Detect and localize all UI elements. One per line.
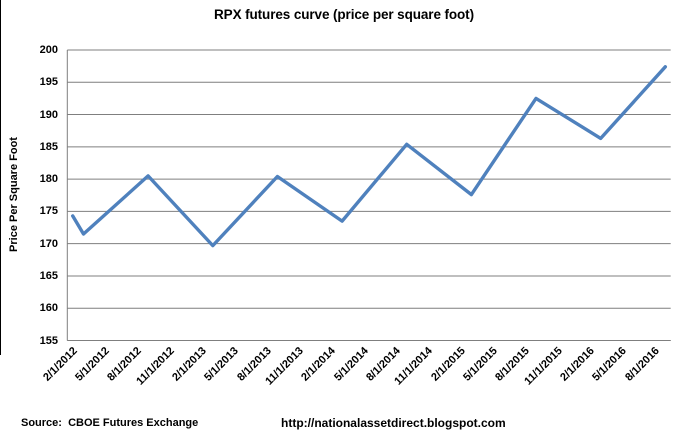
y-tick-label: 160 [39,302,58,315]
futures-curve-line [70,65,667,248]
y-tick-label: 170 [39,237,58,250]
y-tick-label: 190 [39,108,58,121]
y-tick-label: 195 [39,76,58,89]
source-url: http://nationalassetdirect.blogspot.com [281,416,506,430]
chart-title: RPX futures curve (price per square foot… [214,7,474,22]
y-tick-label: 155 [39,334,58,347]
y-tick-label: 165 [39,269,58,282]
y-tick-label: 175 [39,205,58,218]
y-tick-label: 185 [39,140,58,153]
source-attribution: Source: CBOE Futures Exchange [21,417,199,429]
y-tick-label: 200 [39,44,58,56]
y-tick-label: 180 [39,173,58,186]
left-edge-border [0,0,1,355]
